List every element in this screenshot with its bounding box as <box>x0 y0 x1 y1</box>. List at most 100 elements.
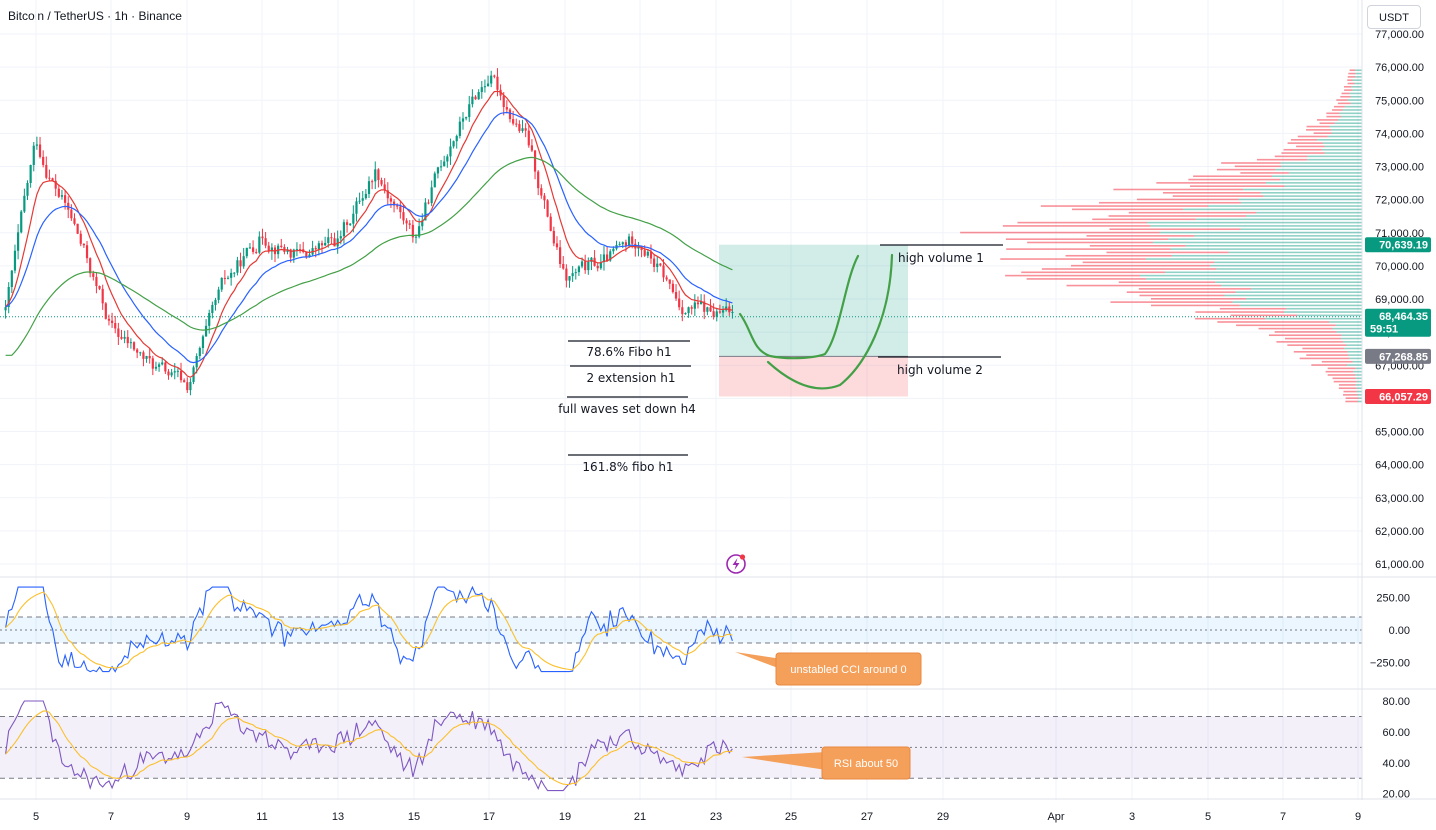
candle-body <box>173 371 176 373</box>
volume-bar-down <box>1341 92 1350 95</box>
candle-body <box>706 307 709 312</box>
candle-body <box>671 283 675 293</box>
volume-bar-up <box>1355 69 1362 72</box>
price-tag <box>1365 308 1431 337</box>
candle-body <box>549 216 552 231</box>
volume-bar-up <box>1321 148 1362 151</box>
candle-body <box>120 336 123 339</box>
volume-bar-down <box>1268 334 1342 337</box>
candle-body <box>57 188 60 197</box>
cci-callout <box>775 652 922 686</box>
price-tick-label: 74,000.00 <box>1375 128 1424 140</box>
rsi-tick-label: 20.00 <box>1382 789 1410 801</box>
price-tick-label: 65,000.00 <box>1375 427 1424 439</box>
volume-bar-up <box>1355 72 1362 75</box>
volume-bar-down <box>1109 228 1241 231</box>
profit-zone <box>719 244 908 357</box>
candle-body <box>640 246 643 251</box>
candle-body <box>624 242 628 246</box>
volume-bar-up <box>1356 390 1362 393</box>
volume-bar-up <box>1280 162 1362 164</box>
candle-body <box>26 183 29 196</box>
currency-selector[interactable]: USDT <box>1367 5 1421 29</box>
time-tick-label: 11 <box>256 811 267 823</box>
volume-bar-down <box>1343 86 1352 88</box>
time-tick-label: 3 <box>1129 811 1135 823</box>
candle-body <box>79 233 82 244</box>
ema-mid-line <box>5 111 733 364</box>
candle-body <box>261 236 264 239</box>
volume-bar-down <box>1195 311 1285 313</box>
candle-body <box>502 95 505 108</box>
candle-body <box>208 313 211 326</box>
candle-body <box>433 173 436 188</box>
candle-body <box>587 261 590 271</box>
candle-body <box>468 104 471 118</box>
candle-body <box>562 263 565 269</box>
price-tick-label: 76,000.00 <box>1375 62 1424 74</box>
volume-bar-up <box>1171 254 1362 257</box>
ema-fast-line <box>5 90 733 378</box>
volume-bar-down <box>1347 79 1353 81</box>
time-tick-label: 9 <box>1355 811 1361 823</box>
volume-bar-down <box>1306 129 1332 131</box>
cci-tick-label: 0.00 <box>1389 625 1410 637</box>
candle-body <box>590 257 593 262</box>
volume-bar-down <box>1347 82 1355 85</box>
candle-body <box>430 187 433 204</box>
candle-body <box>333 238 336 247</box>
candle-body <box>13 250 17 271</box>
projection-path-1 <box>738 254 860 360</box>
candle-body <box>258 236 261 253</box>
volume-bar-down <box>1017 221 1148 224</box>
candle-body <box>584 261 587 271</box>
volume-bar-up <box>1224 294 1362 297</box>
candle-body <box>527 130 530 146</box>
candle-body <box>151 358 154 369</box>
candle-body <box>107 318 111 321</box>
candle-body <box>148 356 151 359</box>
time-tick-label: 27 <box>861 811 873 823</box>
candle-body <box>167 371 170 376</box>
candle-body <box>54 180 57 189</box>
drawings[interactable]: 78.6% Fibo h1 2 extension h1 full waves se… <box>558 244 1003 474</box>
volume-bar-up <box>1331 132 1362 134</box>
time-tick-label: 25 <box>785 811 797 823</box>
price-tick-label: 62,000.00 <box>1375 526 1424 538</box>
cci-tick-label: −250.00 <box>1370 658 1410 670</box>
candle-body <box>95 276 98 287</box>
long-position-tool[interactable] <box>719 244 908 397</box>
rsi-callout-text: RSI about 50 <box>834 758 898 770</box>
candle-body <box>599 262 602 269</box>
candle-body <box>198 348 201 357</box>
high-volume-2-label: high volume 2 <box>897 363 983 377</box>
volume-bar-up <box>1351 86 1362 88</box>
volume-bar-down <box>1326 115 1342 118</box>
volume-bar-down <box>1172 195 1264 197</box>
volume-bar-up <box>1145 258 1362 260</box>
volume-bar-up <box>1355 384 1362 386</box>
volume-bar-down <box>1338 387 1357 390</box>
candle-body <box>377 169 380 181</box>
volume-bar-down <box>1234 165 1282 168</box>
chart-title: Bitcoin / TetherUS · 1h · Binance <box>8 9 182 23</box>
candle-body <box>656 263 659 267</box>
flash-icon[interactable] <box>725 552 747 574</box>
candle-body <box>703 301 706 312</box>
volume-bar-down <box>1040 205 1209 207</box>
candle-body <box>483 86 487 88</box>
candle-body <box>380 180 383 185</box>
candle-body <box>92 273 95 277</box>
volume-bar-down <box>1299 357 1350 360</box>
candle-body <box>458 121 461 136</box>
candle-body <box>568 276 571 281</box>
volume-bar-up <box>1228 251 1362 254</box>
candle-body <box>233 272 236 274</box>
volume-bar-down <box>1336 99 1348 101</box>
volume-bar-up <box>1344 105 1362 108</box>
volume-bar-up <box>1170 248 1362 250</box>
candle-body <box>129 342 132 344</box>
volume-bar-down <box>1306 125 1330 128</box>
candle-body <box>314 248 317 250</box>
